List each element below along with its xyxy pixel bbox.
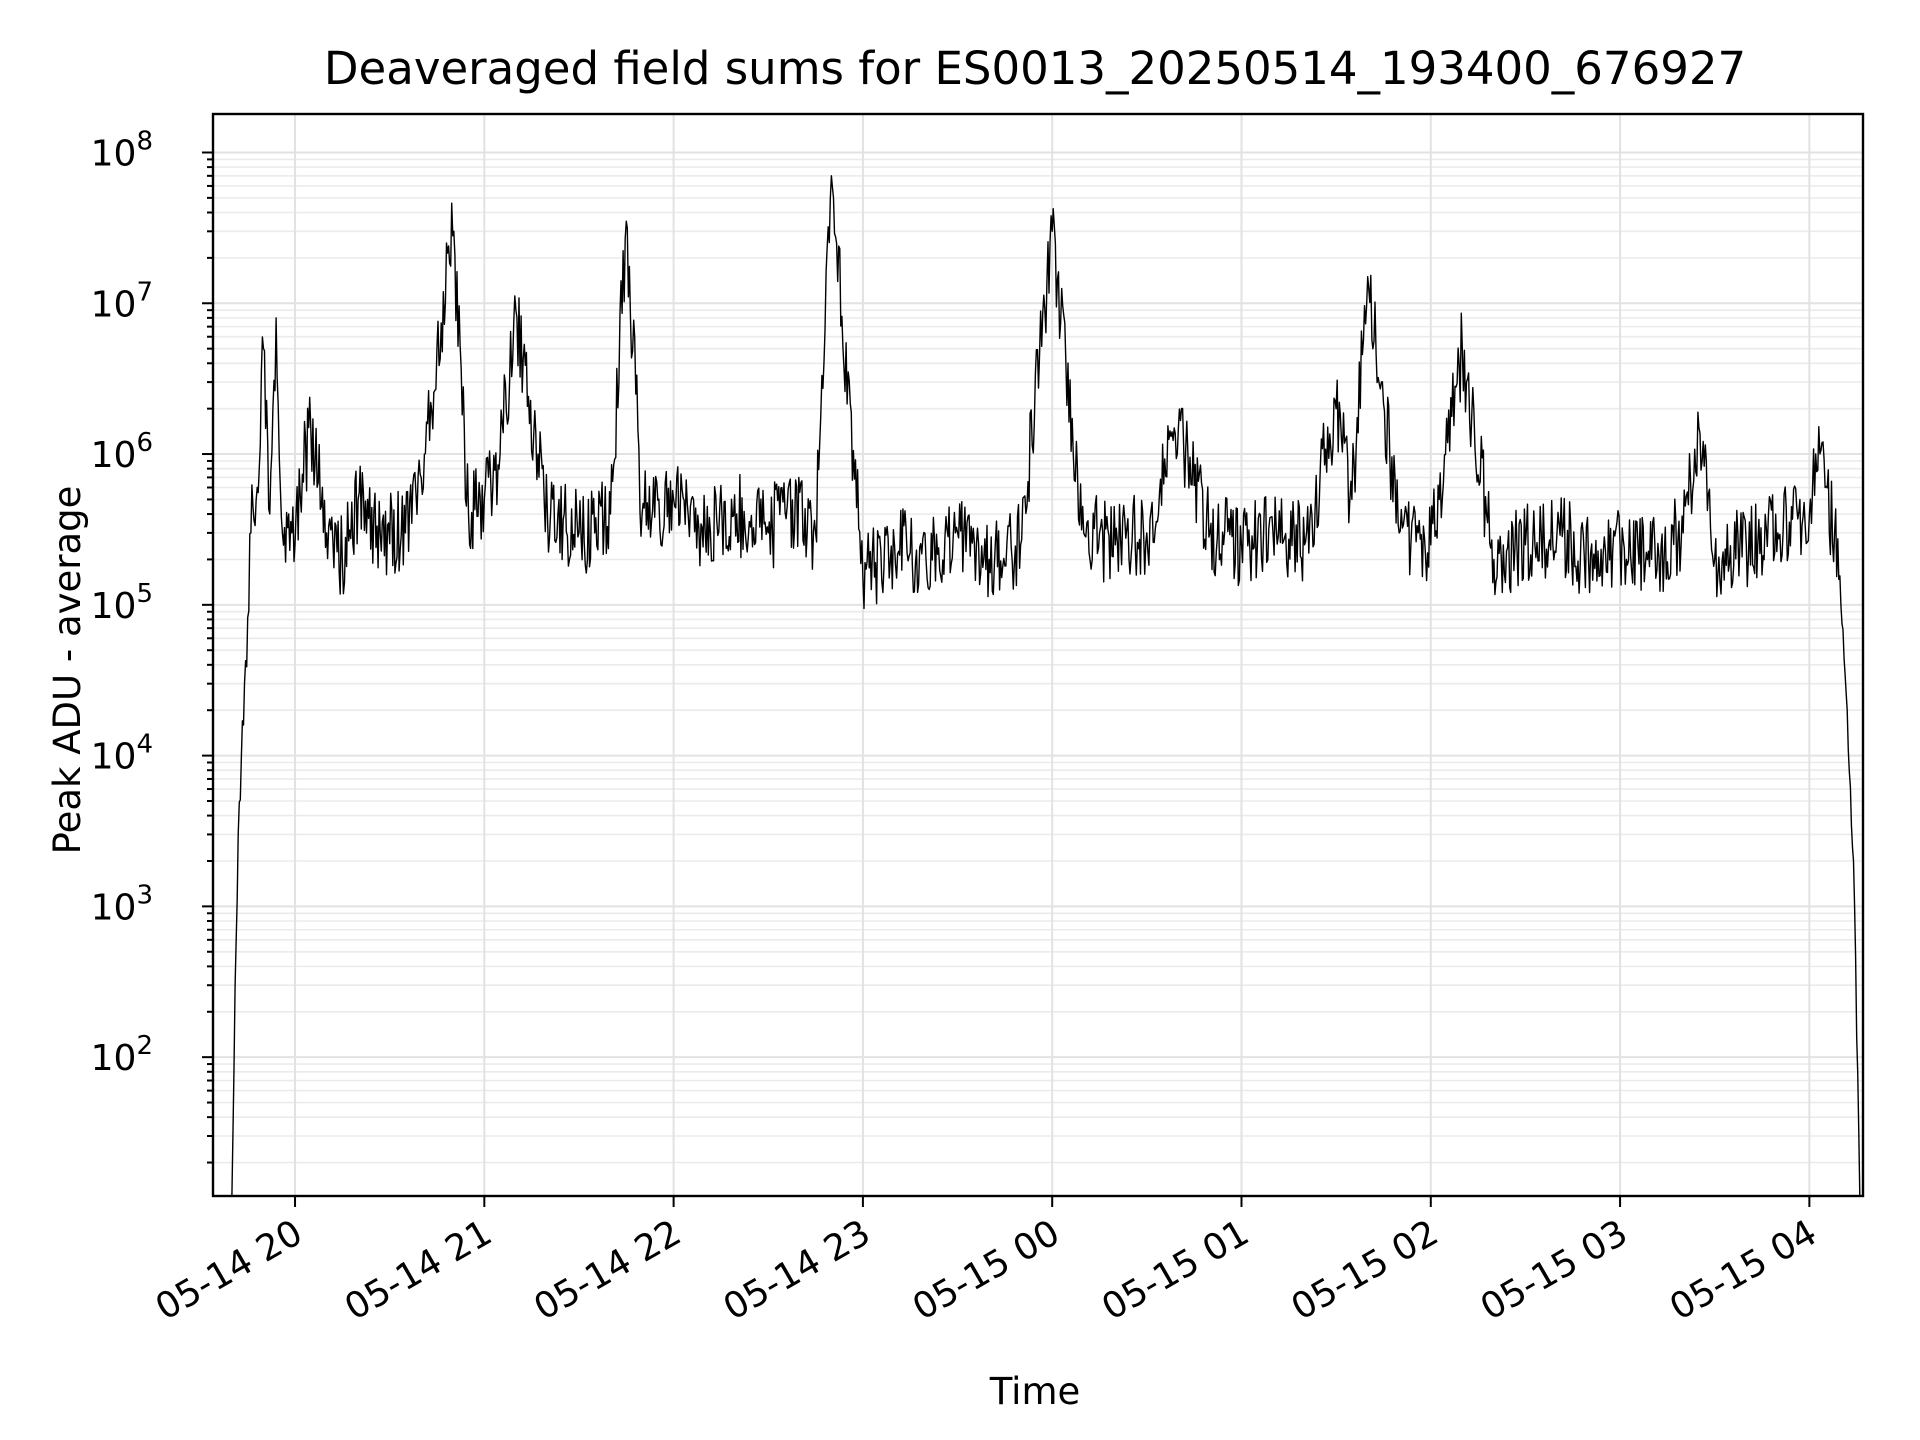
y-tick-label: 106: [91, 428, 153, 476]
y-tick-label: 104: [91, 730, 153, 778]
y-tick-label: 108: [91, 126, 153, 174]
y-tick-label: 105: [91, 579, 153, 627]
y-tick-label: 102: [91, 1031, 153, 1079]
series-line: [231, 175, 1861, 1197]
y-tick-label: 107: [91, 277, 153, 325]
chart-title: Deaveraged field sums for ES0013_2025051…: [324, 42, 1746, 95]
plot-frame: [211, 112, 1865, 1198]
y-tick-label: 103: [91, 880, 153, 928]
y-axis-label: Peak ADU - average: [46, 486, 89, 855]
x-axis-label: Time: [989, 1370, 1081, 1413]
